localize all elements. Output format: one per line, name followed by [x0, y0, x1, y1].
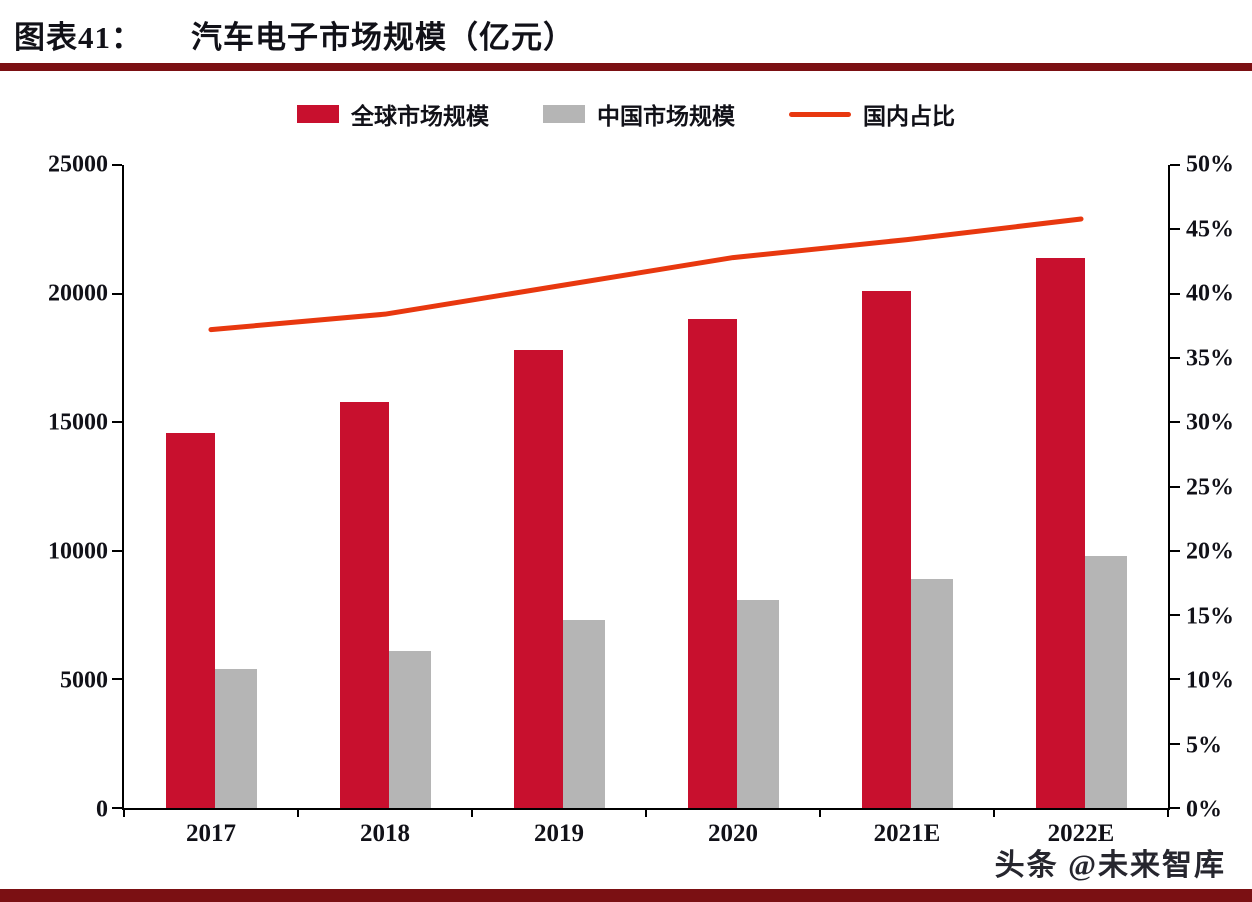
- bars-layer: [124, 165, 1168, 808]
- right-axis-tick-label: 15%: [1186, 603, 1234, 629]
- legend-item-china: 中国市场规模: [543, 97, 735, 131]
- right-axis-tick-label: 35%: [1186, 345, 1234, 371]
- right-axis-tick-mark: [1170, 807, 1180, 809]
- china-bar-2021E: [910, 579, 953, 808]
- figure-number-label: 图表41：: [14, 20, 143, 55]
- right-axis-tick-mark: [1170, 678, 1180, 681]
- legend-item-global: 全球市场规模: [297, 97, 489, 131]
- china-series-swatch-icon: [543, 105, 585, 123]
- china-bar-2022E: [1084, 555, 1127, 808]
- right-axis-tick-label: 0%: [1186, 796, 1222, 823]
- x-axis-tick-mark: [470, 808, 473, 817]
- right-axis-tick-label: 5%: [1186, 732, 1222, 758]
- x-axis-category-label: 2020: [708, 820, 758, 847]
- chart-title: 汽车电子市场规模（亿元）: [191, 20, 575, 55]
- y-axis-tick-label: 0: [96, 796, 108, 823]
- right-axis-tick-label: 45%: [1186, 216, 1234, 242]
- right-axis-tick-label: 10%: [1186, 667, 1234, 694]
- right-axis-tick-label: 50%: [1186, 151, 1234, 178]
- china-bar-2020: [736, 599, 779, 808]
- chart-header: 图表41： 汽车电子市场规模（亿元）: [0, 0, 1252, 63]
- y-axis-tick-label: 15000: [48, 409, 108, 436]
- legend-label-global: 全球市场规模: [351, 104, 489, 129]
- bar-group-2021E: [861, 165, 953, 808]
- right-axis-tick-mark: [1170, 292, 1180, 295]
- global-bar-2021E: [861, 291, 911, 808]
- y-axis-tick-label: 5000: [60, 667, 108, 694]
- x-axis-category-label: 2017: [186, 820, 236, 847]
- x-axis-tick-mark: [1167, 808, 1169, 817]
- bar-group-2017: [165, 165, 257, 808]
- left-axis-labels: 0 5000 10000 15000 20000 25000: [0, 152, 122, 823]
- y-axis-tick-mark: [112, 549, 122, 552]
- bar-group-2019: [513, 165, 605, 808]
- china-bar-2019: [562, 620, 605, 808]
- x-axis-labels: 2017 2018 2019 2020 2021E 2022E: [124, 820, 1168, 848]
- x-axis-category-label: 2018: [360, 820, 410, 847]
- x-axis-tick-mark: [645, 808, 647, 817]
- bar-group-2020: [687, 165, 779, 808]
- right-axis-tick-mark: [1170, 356, 1180, 359]
- x-axis-tick-mark: [296, 808, 299, 817]
- bottom-bar: [0, 889, 1252, 902]
- legend-label-china: 中国市场规模: [597, 104, 735, 129]
- ratio-line-swatch-icon: [789, 111, 851, 117]
- china-bar-2018: [388, 651, 431, 808]
- y-axis-tick-mark: [112, 292, 122, 295]
- china-bar-2017: [214, 669, 257, 808]
- right-axis-tick-label: 20%: [1186, 538, 1234, 565]
- x-axis-category-label: 2019: [534, 820, 584, 847]
- right-axis-tick-mark: [1170, 742, 1180, 745]
- y-axis-tick-mark: [112, 678, 122, 681]
- right-axis-tick-label: 30%: [1186, 409, 1234, 436]
- global-bar-2019: [513, 350, 563, 808]
- right-axis-tick-mark: [1170, 228, 1180, 231]
- global-bar-2018: [339, 401, 389, 808]
- x-axis-category-label: 2022E: [1047, 820, 1115, 847]
- bar-group-2018: [339, 165, 431, 808]
- x-axis-category-label: 2021E: [873, 820, 941, 847]
- y-axis-tick-mark: [112, 807, 122, 809]
- right-axis-labels: 0% 5% 10% 15% 20% 25% 30% 35% 40% 45% 50%: [1170, 152, 1252, 823]
- x-axis-tick-mark: [123, 808, 125, 817]
- header-divider-rule: [0, 63, 1252, 71]
- right-axis-tick-mark: [1170, 421, 1180, 424]
- legend: 全球市场规模 中国市场规模 国内占比: [0, 97, 1252, 131]
- global-bar-2020: [687, 319, 737, 808]
- right-axis-tick-label: 25%: [1186, 474, 1234, 500]
- right-axis-tick-mark: [1170, 614, 1180, 617]
- y-axis-tick-label: 20000: [48, 280, 108, 307]
- plot-area: 2017 2018 2019 2020 2021E 2022E: [112, 164, 1180, 847]
- legend-label-ratio: 国内占比: [863, 104, 955, 129]
- x-axis-tick-mark: [993, 808, 995, 817]
- x-axis-tick-mark: [818, 808, 821, 817]
- global-bar-2017: [165, 432, 215, 808]
- watermark: 头条 @未来智库: [994, 849, 1226, 882]
- y-axis-tick-label: 10000: [48, 538, 108, 565]
- global-bar-2022E: [1035, 257, 1085, 808]
- bar-group-2022E: [1035, 165, 1127, 808]
- y-axis-tick-mark: [112, 164, 122, 166]
- legend-item-ratio: 国内占比: [789, 97, 955, 131]
- right-axis-tick-mark: [1170, 164, 1180, 166]
- global-series-swatch-icon: [297, 105, 339, 123]
- chart-area: 0 5000 10000 15000 20000 25000 2017 2018 2019 20…: [0, 152, 1252, 848]
- y-axis-tick-label: 25000: [48, 151, 108, 178]
- right-axis-tick-label: 40%: [1186, 280, 1234, 307]
- y-axis-tick-mark: [112, 421, 122, 424]
- right-axis-tick-mark: [1170, 485, 1180, 488]
- right-axis-tick-mark: [1170, 549, 1180, 552]
